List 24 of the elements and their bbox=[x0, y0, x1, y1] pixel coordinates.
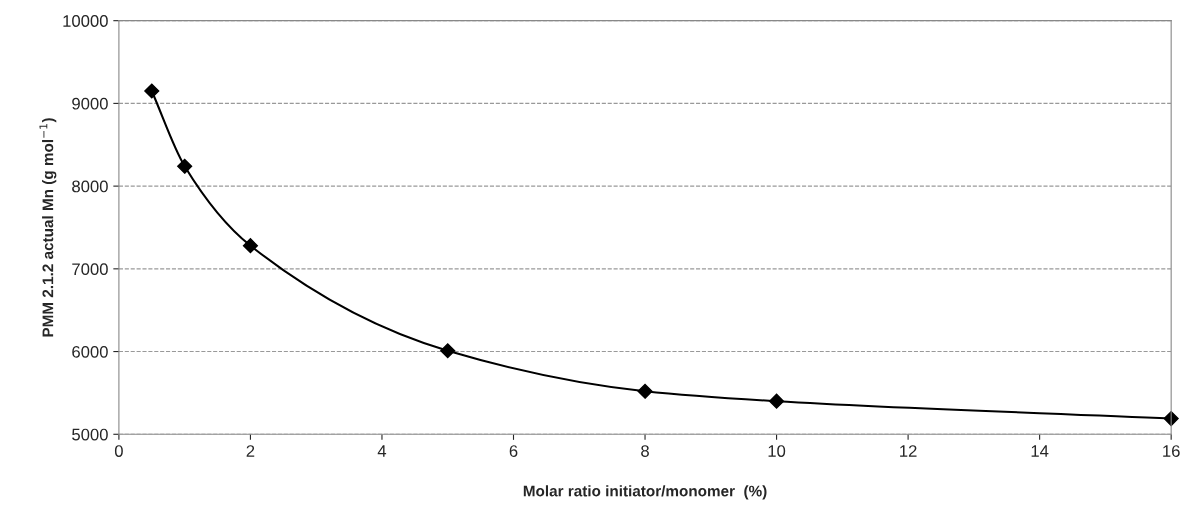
point bbox=[768, 393, 785, 409]
point bbox=[440, 343, 456, 359]
y-tick-label: 6000 bbox=[72, 345, 108, 358]
x-tick-label: 2 bbox=[246, 445, 255, 457]
point bbox=[144, 83, 160, 99]
x-tick-label: 0 bbox=[114, 445, 123, 457]
point bbox=[1163, 410, 1179, 427]
x-tick-label: 10 bbox=[768, 445, 786, 457]
y-tick-label: 9000 bbox=[72, 97, 108, 110]
x-tick-label: 16 bbox=[1163, 445, 1180, 457]
y-tick-label: 7000 bbox=[72, 263, 108, 276]
x-tick-label: 6 bbox=[509, 445, 518, 457]
x-tick-label: 12 bbox=[900, 445, 917, 457]
y-tick-label: 8000 bbox=[72, 180, 108, 193]
point bbox=[637, 383, 653, 399]
x-tick-label: 8 bbox=[641, 445, 649, 457]
x-tick-label: 14 bbox=[1031, 445, 1049, 457]
x-axis-title: Molar ratio initiator/monomer (%) bbox=[523, 485, 767, 500]
y-tick-label: 5000 bbox=[72, 428, 108, 441]
point bbox=[242, 238, 259, 254]
x-tick-label: 4 bbox=[377, 445, 387, 457]
y-axis-title: PMM 2.1.2 actual Mn (g mol$^{−1}$) bbox=[39, 118, 57, 337]
y-tick-label: 10000 bbox=[63, 15, 108, 27]
point bbox=[177, 158, 193, 174]
